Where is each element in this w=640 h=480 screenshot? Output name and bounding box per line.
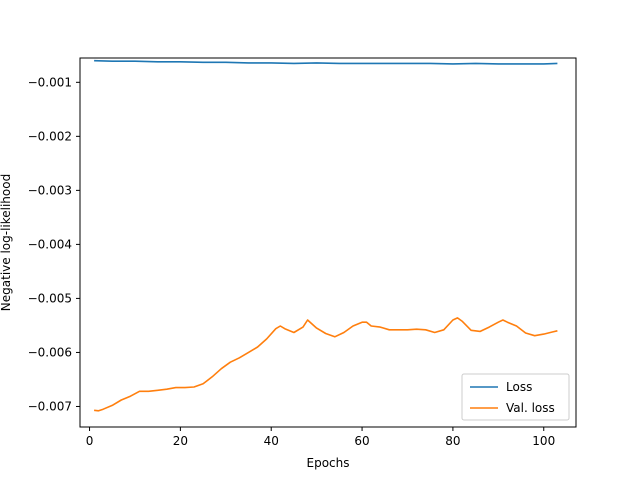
series-line-1 [94, 317, 558, 412]
y-tick-label: −0.004 [28, 237, 72, 251]
legend-label: Loss [506, 380, 532, 394]
x-tick-label: 80 [445, 434, 460, 448]
y-axis-label: Negative log-likelihood [0, 174, 13, 311]
series-line-0 [94, 59, 558, 65]
x-tick-label: 20 [173, 434, 188, 448]
y-tick-label: −0.002 [28, 129, 72, 143]
x-axis: 0 20 40 60 80 100 [86, 427, 555, 448]
y-tick-label: −0.001 [28, 75, 72, 89]
x-tick-label: 100 [532, 434, 555, 448]
y-axis: −0.007 −0.006 −0.005 −0.004 −0.003 −0.002 −0.0… [28, 75, 80, 413]
plot-frame [79, 57, 577, 428]
x-tick-label: 40 [264, 434, 279, 448]
legend-label: Val. loss [506, 401, 555, 415]
y-tick-label: −0.007 [28, 399, 72, 413]
x-tick-label: 60 [354, 434, 369, 448]
y-tick-label: −0.003 [28, 183, 72, 197]
x-axis-label: Epochs [307, 456, 350, 470]
y-tick-label: −0.006 [28, 345, 72, 359]
plot-area [94, 59, 558, 412]
legend: Loss Val. loss [461, 373, 570, 421]
y-tick-label: −0.005 [28, 291, 72, 305]
x-tick-label: 0 [86, 434, 94, 448]
